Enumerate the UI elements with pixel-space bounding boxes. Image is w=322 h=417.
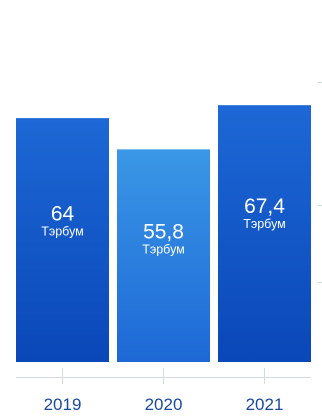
bar-2021 [218,105,311,362]
x-tick-label-2019: 2019 [44,395,82,414]
x-tick-label-2021: 2021 [246,395,284,414]
data-unit-2019: Тэрбум [41,225,84,239]
data-label-2021: 67,4 [244,195,285,218]
data-label-2020: 55,8 [143,221,184,244]
data-unit-2021: Тэрбум [243,217,286,231]
bar-2019 [16,118,109,362]
x-tick-label-2020: 2020 [145,395,183,414]
data-unit-2020: Тэрбум [142,243,185,257]
bar-2020 [117,149,210,362]
data-label-2019: 64 [51,203,75,226]
